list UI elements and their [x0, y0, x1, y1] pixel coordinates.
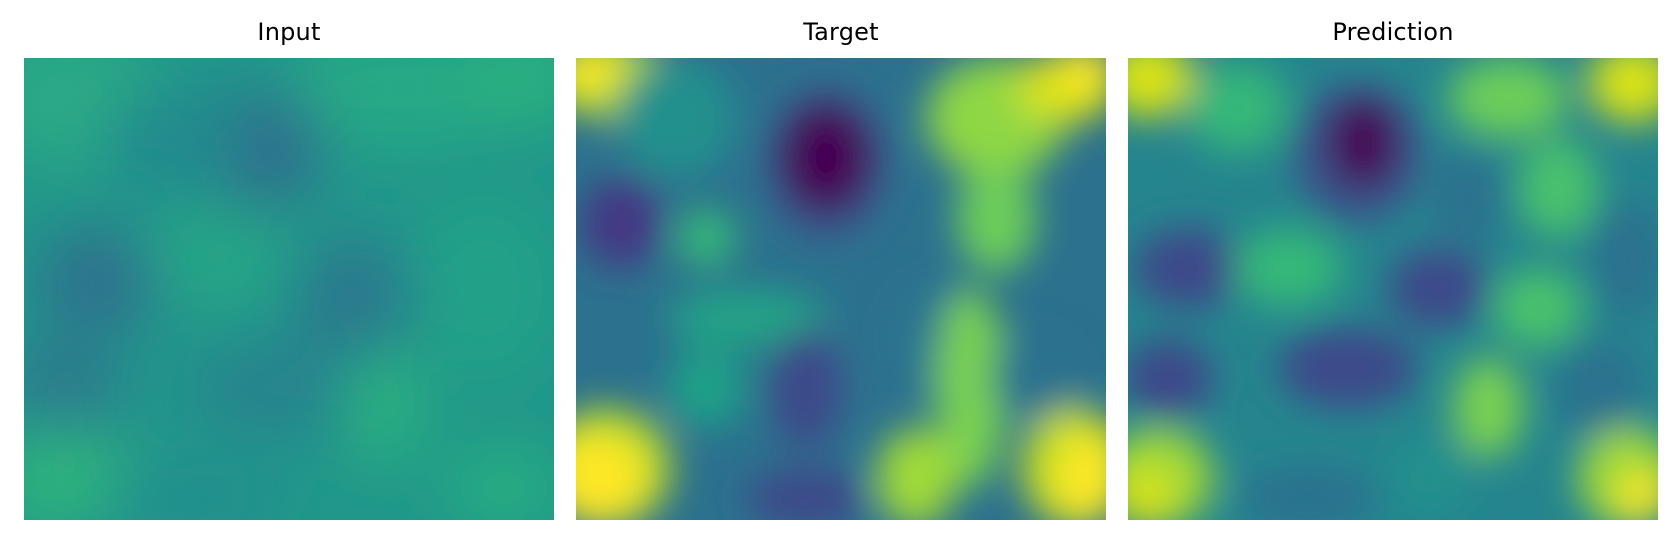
panel-target: Target [576, 0, 1106, 544]
panel-title-target: Target [803, 18, 879, 46]
prediction-field-image [1128, 58, 1658, 520]
panel-title-prediction: Prediction [1332, 18, 1454, 46]
panel-title-input: Input [257, 18, 321, 46]
target-field-image [576, 58, 1106, 520]
panel-input: Input [24, 0, 554, 544]
panel-prediction: Prediction [1128, 0, 1658, 544]
input-field-image [24, 58, 554, 520]
